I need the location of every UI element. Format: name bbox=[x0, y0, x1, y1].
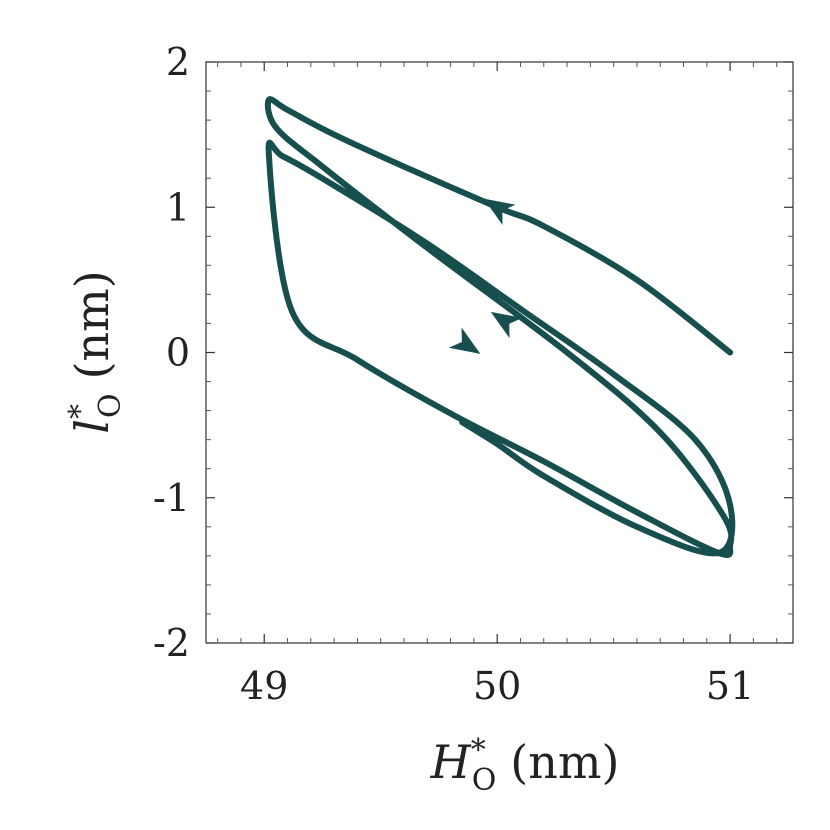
direction-arrow bbox=[483, 198, 516, 225]
y-tick-label: -2 bbox=[153, 621, 190, 665]
y-axis-label: l*O (nm) bbox=[63, 270, 128, 433]
x-axis-symbol: H bbox=[430, 735, 472, 789]
x-axis-unit: (nm) bbox=[510, 735, 619, 789]
direction-arrow bbox=[490, 311, 523, 339]
y-axis-subscript: O bbox=[93, 393, 128, 418]
y-axis-unit: (nm) bbox=[65, 270, 119, 379]
x-axis-label: H* O (nm) bbox=[430, 733, 620, 798]
x-axis-superscript: * bbox=[471, 733, 486, 768]
y-tick-label: -1 bbox=[153, 476, 190, 520]
direction-arrows bbox=[448, 198, 523, 354]
y-tick-label: 2 bbox=[166, 40, 190, 84]
y-tick-label: 0 bbox=[166, 331, 190, 375]
x-axis-subscript: O bbox=[472, 763, 497, 798]
x-tick-label: 50 bbox=[473, 664, 521, 708]
plot-frame bbox=[205, 61, 794, 644]
trajectory-line bbox=[264, 96, 736, 558]
x-tick-label: 51 bbox=[706, 664, 754, 708]
y-axis-symbol: l bbox=[65, 419, 119, 434]
y-axis-superscript: * bbox=[63, 404, 98, 419]
minor-ticks bbox=[206, 62, 793, 643]
y-tick-label: 1 bbox=[166, 185, 190, 229]
x-tick-label: 49 bbox=[240, 664, 288, 708]
x-tick-labels: 49 50 51 bbox=[240, 664, 754, 708]
major-ticks bbox=[206, 61, 793, 644]
y-tick-labels: 2 1 0 -1 -2 bbox=[153, 40, 190, 665]
direction-arrow bbox=[448, 327, 481, 354]
